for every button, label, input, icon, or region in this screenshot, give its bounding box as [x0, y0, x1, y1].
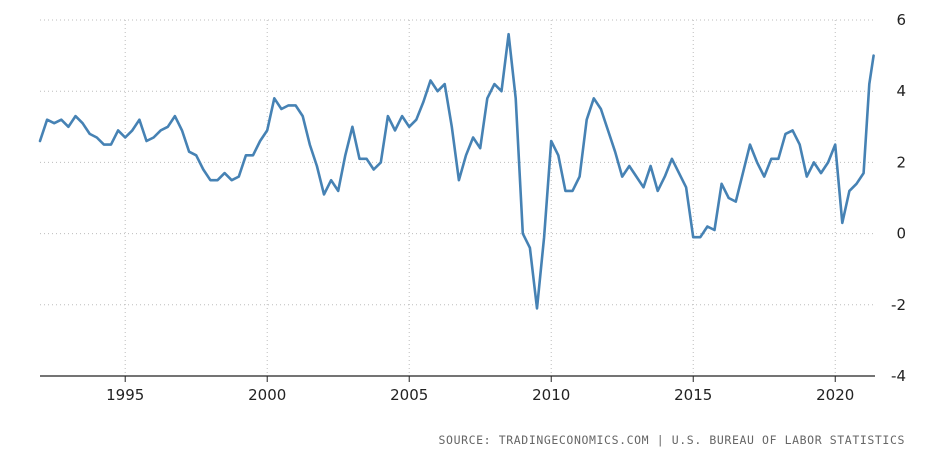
x-tick-label: 2010: [532, 386, 570, 404]
x-tick-label: 2020: [816, 386, 854, 404]
y-tick-label: 6: [896, 11, 906, 29]
grid-layer: [40, 19, 875, 376]
y-tick-label: 0: [896, 225, 906, 243]
x-tick-label: 2015: [674, 386, 712, 404]
y-tick-label: 2: [896, 153, 906, 171]
series-line: [38, 32, 875, 310]
y-tick-label: -2: [891, 296, 906, 314]
x-tick-label: 1995: [106, 386, 144, 404]
source-caption: SOURCE: TRADINGECONOMICS.COM | U.S. BURE…: [439, 433, 905, 447]
y-tick-label: 4: [896, 82, 906, 100]
tick-layer: 6 4 2 0 -2 -4 1995 2000 2005 2010 2015 2020: [106, 11, 906, 404]
x-tick-label: 2000: [248, 386, 286, 404]
y-tick-label: -4: [891, 367, 906, 385]
x-tick-label: 2005: [390, 386, 428, 404]
